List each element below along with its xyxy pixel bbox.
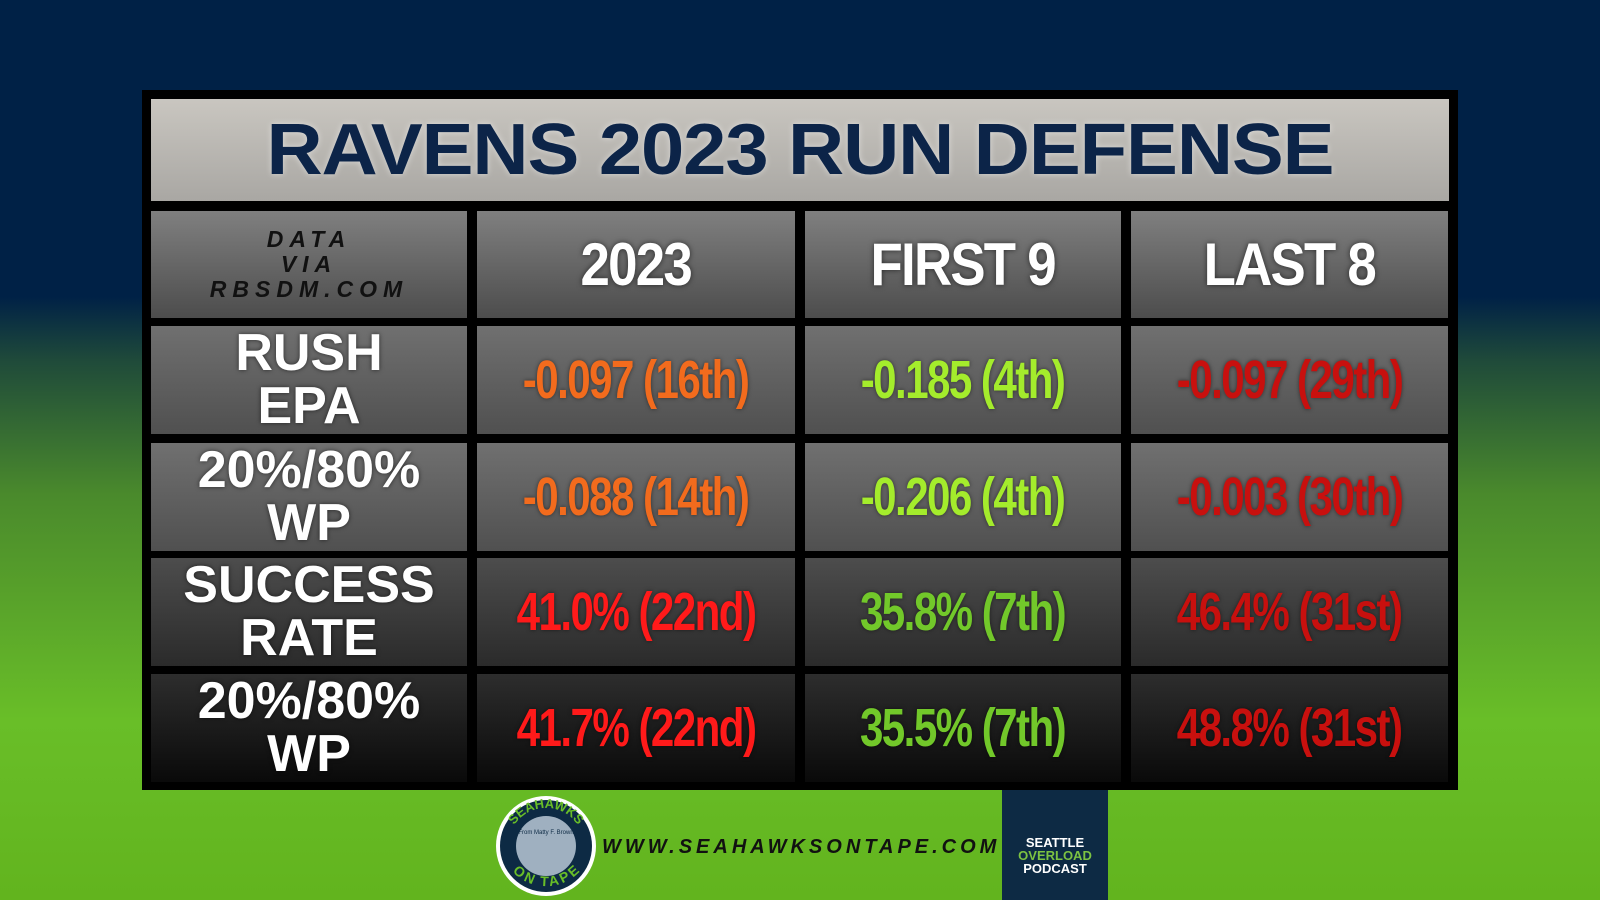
value-cell: 35.8% (7th)	[805, 558, 1121, 666]
value-cell: 41.0% (22nd)	[477, 558, 795, 666]
row-label-cell: SUCCESS RATE	[151, 558, 467, 666]
value-cell: -0.088 (14th)	[477, 443, 795, 551]
source-line: VIA	[280, 251, 338, 277]
row-label: WP	[267, 494, 351, 551]
stat-value: -0.097 (29th)	[1176, 350, 1404, 410]
podcast-line: PODCAST	[1023, 860, 1087, 876]
value-cell: -0.206 (4th)	[805, 443, 1121, 551]
value-cell: 41.7% (22nd)	[477, 674, 795, 782]
column-header: FIRST 9	[805, 211, 1121, 318]
value-cell: 48.8% (31st)	[1131, 674, 1448, 782]
source-cell: DATA VIA RBSDM.COM	[151, 211, 467, 318]
table-board: RAVENS 2023 RUN DEFENSE DATA VIA RBSDM.COM 2…	[142, 90, 1458, 790]
stat-value: -0.097 (16th)	[523, 350, 750, 410]
stat-value: 41.0% (22nd)	[516, 582, 757, 642]
podcast-logo: SEATTLE OVERLOAD PODCAST	[1002, 790, 1108, 900]
seahawks-logo: SEAHAWKS From Matty F. Brown ON TAPE	[496, 796, 596, 896]
row-label-cell: 20%/80% WP	[151, 674, 467, 782]
row-label-cell: 20%/80% WP	[151, 443, 467, 551]
podcast-line: OVERLOAD	[1018, 847, 1092, 863]
column-header-text: 2023	[580, 231, 693, 298]
row-label-cell: RUSH EPA	[151, 326, 467, 434]
value-cell: 46.4% (31st)	[1131, 558, 1448, 666]
source-line: RBSDM.COM	[209, 276, 409, 302]
stat-value: 46.4% (31st)	[1177, 582, 1403, 642]
value-cell: 35.5% (7th)	[805, 674, 1121, 782]
source-line: DATA	[266, 226, 352, 252]
podcast-line: SEATTLE	[1025, 834, 1085, 850]
stat-value: 41.7% (22nd)	[516, 698, 757, 758]
stat-value: 35.8% (7th)	[860, 582, 1067, 642]
column-header: LAST 8	[1131, 211, 1448, 318]
stat-value: -0.003 (30th)	[1176, 467, 1404, 527]
value-cell: -0.097 (29th)	[1131, 326, 1448, 434]
stat-value: -0.185 (4th)	[861, 350, 1066, 410]
title-cell: RAVENS 2023 RUN DEFENSE	[151, 99, 1449, 201]
title: RAVENS 2023 RUN DEFENSE	[266, 110, 1334, 190]
column-header: 2023	[477, 211, 795, 318]
column-header-text: FIRST 9	[870, 231, 1057, 298]
row-label: 20%/80%	[197, 443, 421, 499]
logo-inner	[516, 816, 576, 876]
value-cell: -0.185 (4th)	[805, 326, 1121, 434]
row-label: SUCCESS	[183, 558, 435, 614]
row-label: EPA	[257, 377, 361, 434]
stat-value: -0.088 (14th)	[523, 467, 750, 527]
column-header-text: LAST 8	[1203, 231, 1377, 298]
row-label: RATE	[240, 609, 378, 666]
stat-value: -0.206 (4th)	[861, 467, 1066, 527]
row-label: 20%/80%	[197, 674, 421, 730]
value-cell: -0.003 (30th)	[1131, 443, 1448, 551]
row-label: RUSH	[235, 326, 383, 382]
stat-value: 48.8% (31st)	[1177, 698, 1403, 758]
stat-value: 35.5% (7th)	[860, 698, 1067, 758]
row-label: WP	[267, 725, 351, 782]
logo-sub: From Matty F. Brown	[518, 830, 573, 836]
website-url: WWW.SEAHAWKSONTAPE.COM	[602, 836, 1001, 858]
value-cell: -0.097 (16th)	[477, 326, 795, 434]
